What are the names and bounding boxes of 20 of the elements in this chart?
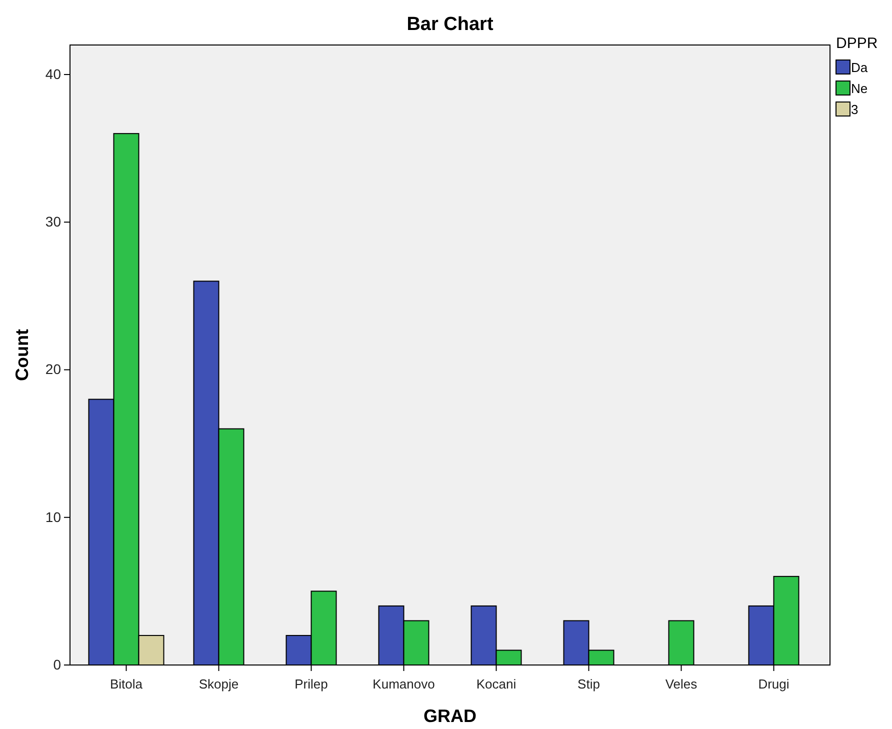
x-tick-label: Skopje xyxy=(198,676,239,692)
legend-label: Ne xyxy=(851,81,868,96)
y-tick-label: 10 xyxy=(45,508,62,525)
chart-title: Bar Chart xyxy=(406,14,494,35)
x-tick-label: Kocani xyxy=(476,676,516,692)
legend-label: 3 xyxy=(851,102,858,117)
legend-label: Da xyxy=(851,60,868,75)
y-axis-title: Count xyxy=(12,329,32,381)
legend-title: DPPR xyxy=(836,35,878,52)
x-tick-label: Prilep xyxy=(294,676,328,692)
x-tick-label: Bitola xyxy=(110,676,144,692)
y-tick-label: 30 xyxy=(45,214,62,230)
x-tick-label: Kumanovo xyxy=(372,676,435,692)
x-tick-label: Stip xyxy=(578,676,600,692)
x-tick-label: Veles xyxy=(665,676,698,692)
y-tick-label: 20 xyxy=(45,361,62,378)
x-axis-title: GRAD xyxy=(424,706,476,726)
x-tick-label: Drugi xyxy=(758,676,790,692)
y-tick-label: 40 xyxy=(45,66,62,82)
y-tick-label: 0 xyxy=(53,656,62,672)
